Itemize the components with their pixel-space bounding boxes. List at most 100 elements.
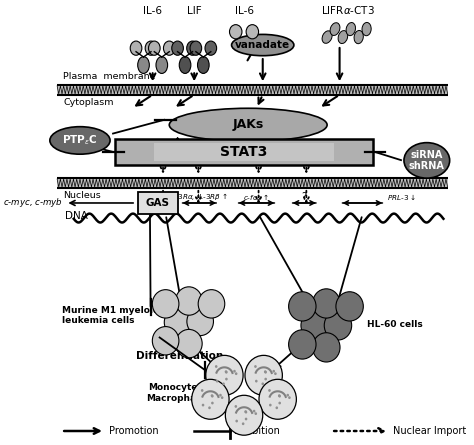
Circle shape xyxy=(242,422,245,425)
Circle shape xyxy=(288,396,291,399)
Circle shape xyxy=(278,394,281,397)
Circle shape xyxy=(273,370,275,372)
Circle shape xyxy=(152,290,179,318)
Circle shape xyxy=(152,327,179,355)
Ellipse shape xyxy=(130,41,142,55)
Circle shape xyxy=(264,370,266,373)
Circle shape xyxy=(245,417,247,421)
Circle shape xyxy=(301,311,328,340)
Ellipse shape xyxy=(338,31,348,44)
Circle shape xyxy=(312,289,340,318)
Ellipse shape xyxy=(164,41,175,55)
Ellipse shape xyxy=(205,41,217,55)
Ellipse shape xyxy=(138,57,149,73)
Circle shape xyxy=(245,356,283,395)
Text: Murine M1 myeloid
leukemia cells: Murine M1 myeloid leukemia cells xyxy=(62,306,159,325)
Circle shape xyxy=(255,380,257,383)
Circle shape xyxy=(206,356,243,395)
Text: IL-6: IL-6 xyxy=(143,6,162,16)
Circle shape xyxy=(225,395,263,435)
Circle shape xyxy=(236,420,238,422)
Circle shape xyxy=(264,371,267,374)
Circle shape xyxy=(264,378,267,380)
Text: Cytoplasm: Cytoplasm xyxy=(64,98,114,107)
Text: Inhibition: Inhibition xyxy=(234,426,280,436)
Circle shape xyxy=(175,329,202,358)
Ellipse shape xyxy=(172,41,183,55)
Bar xyxy=(57,178,447,188)
Text: PTP$_\varepsilon$C: PTP$_\varepsilon$C xyxy=(62,134,98,147)
Text: $c$-$myc$, $c$-$myb$: $c$-$myc$, $c$-$myb$ xyxy=(3,196,64,209)
Circle shape xyxy=(336,292,364,321)
Circle shape xyxy=(269,404,272,406)
Ellipse shape xyxy=(187,41,198,55)
Text: ?: ? xyxy=(302,192,307,202)
Circle shape xyxy=(216,380,219,383)
Text: LIFR$\alpha$-CT3: LIFR$\alpha$-CT3 xyxy=(321,4,375,16)
Ellipse shape xyxy=(246,24,259,39)
Circle shape xyxy=(233,370,236,372)
Ellipse shape xyxy=(354,30,363,44)
Ellipse shape xyxy=(322,31,332,43)
Circle shape xyxy=(175,287,202,315)
Text: vanadate: vanadate xyxy=(235,40,290,50)
Text: $PRL$-$3$ ↓: $PRL$-$3$ ↓ xyxy=(387,193,417,202)
Circle shape xyxy=(222,382,225,385)
Circle shape xyxy=(275,406,278,409)
Circle shape xyxy=(225,378,228,380)
Ellipse shape xyxy=(156,57,168,73)
Text: JAKs: JAKs xyxy=(233,118,264,131)
Circle shape xyxy=(219,394,222,396)
Circle shape xyxy=(286,394,289,396)
Text: LIF: LIF xyxy=(187,6,201,16)
Circle shape xyxy=(245,411,247,413)
Circle shape xyxy=(259,379,296,419)
Ellipse shape xyxy=(145,41,157,55)
Circle shape xyxy=(278,402,281,405)
Ellipse shape xyxy=(190,41,201,55)
Ellipse shape xyxy=(362,22,371,36)
Text: IL-6: IL-6 xyxy=(235,6,254,16)
Ellipse shape xyxy=(198,57,209,73)
Ellipse shape xyxy=(404,143,450,178)
Circle shape xyxy=(274,372,277,375)
Ellipse shape xyxy=(179,57,191,73)
Text: Nuclear Import: Nuclear Import xyxy=(393,426,466,436)
Text: Monocytes/
Macrophage: Monocytes/ Macrophage xyxy=(146,383,209,403)
Text: Differentiation: Differentiation xyxy=(136,351,223,360)
Circle shape xyxy=(225,370,227,373)
Bar xyxy=(115,139,373,165)
Circle shape xyxy=(324,311,352,340)
Text: $c$-$fos$ ↑: $c$-$fos$ ↑ xyxy=(243,192,270,202)
Text: Nucleus: Nucleus xyxy=(64,190,101,199)
Circle shape xyxy=(289,330,316,359)
Circle shape xyxy=(211,402,214,405)
Circle shape xyxy=(210,394,213,397)
Circle shape xyxy=(191,379,229,419)
Circle shape xyxy=(215,365,218,368)
Ellipse shape xyxy=(50,127,110,154)
Circle shape xyxy=(278,395,281,397)
Text: HL-60 cells: HL-60 cells xyxy=(366,320,422,329)
Circle shape xyxy=(254,365,257,368)
Circle shape xyxy=(253,410,255,413)
Circle shape xyxy=(255,412,257,415)
Circle shape xyxy=(198,290,225,318)
Circle shape xyxy=(187,307,213,336)
Ellipse shape xyxy=(330,23,340,36)
Text: Promotion: Promotion xyxy=(109,426,159,436)
Circle shape xyxy=(244,410,247,413)
Text: Plasma  membrane: Plasma membrane xyxy=(64,73,156,81)
Bar xyxy=(57,85,447,95)
Text: STAT3: STAT3 xyxy=(220,145,268,159)
Circle shape xyxy=(208,406,211,409)
Text: +: + xyxy=(240,40,252,55)
Ellipse shape xyxy=(169,108,327,142)
Text: siRNA: siRNA xyxy=(410,150,443,160)
Bar xyxy=(154,143,334,161)
Circle shape xyxy=(221,396,223,399)
Ellipse shape xyxy=(346,23,356,36)
Circle shape xyxy=(164,308,191,336)
Bar xyxy=(138,192,178,214)
Circle shape xyxy=(268,389,271,392)
